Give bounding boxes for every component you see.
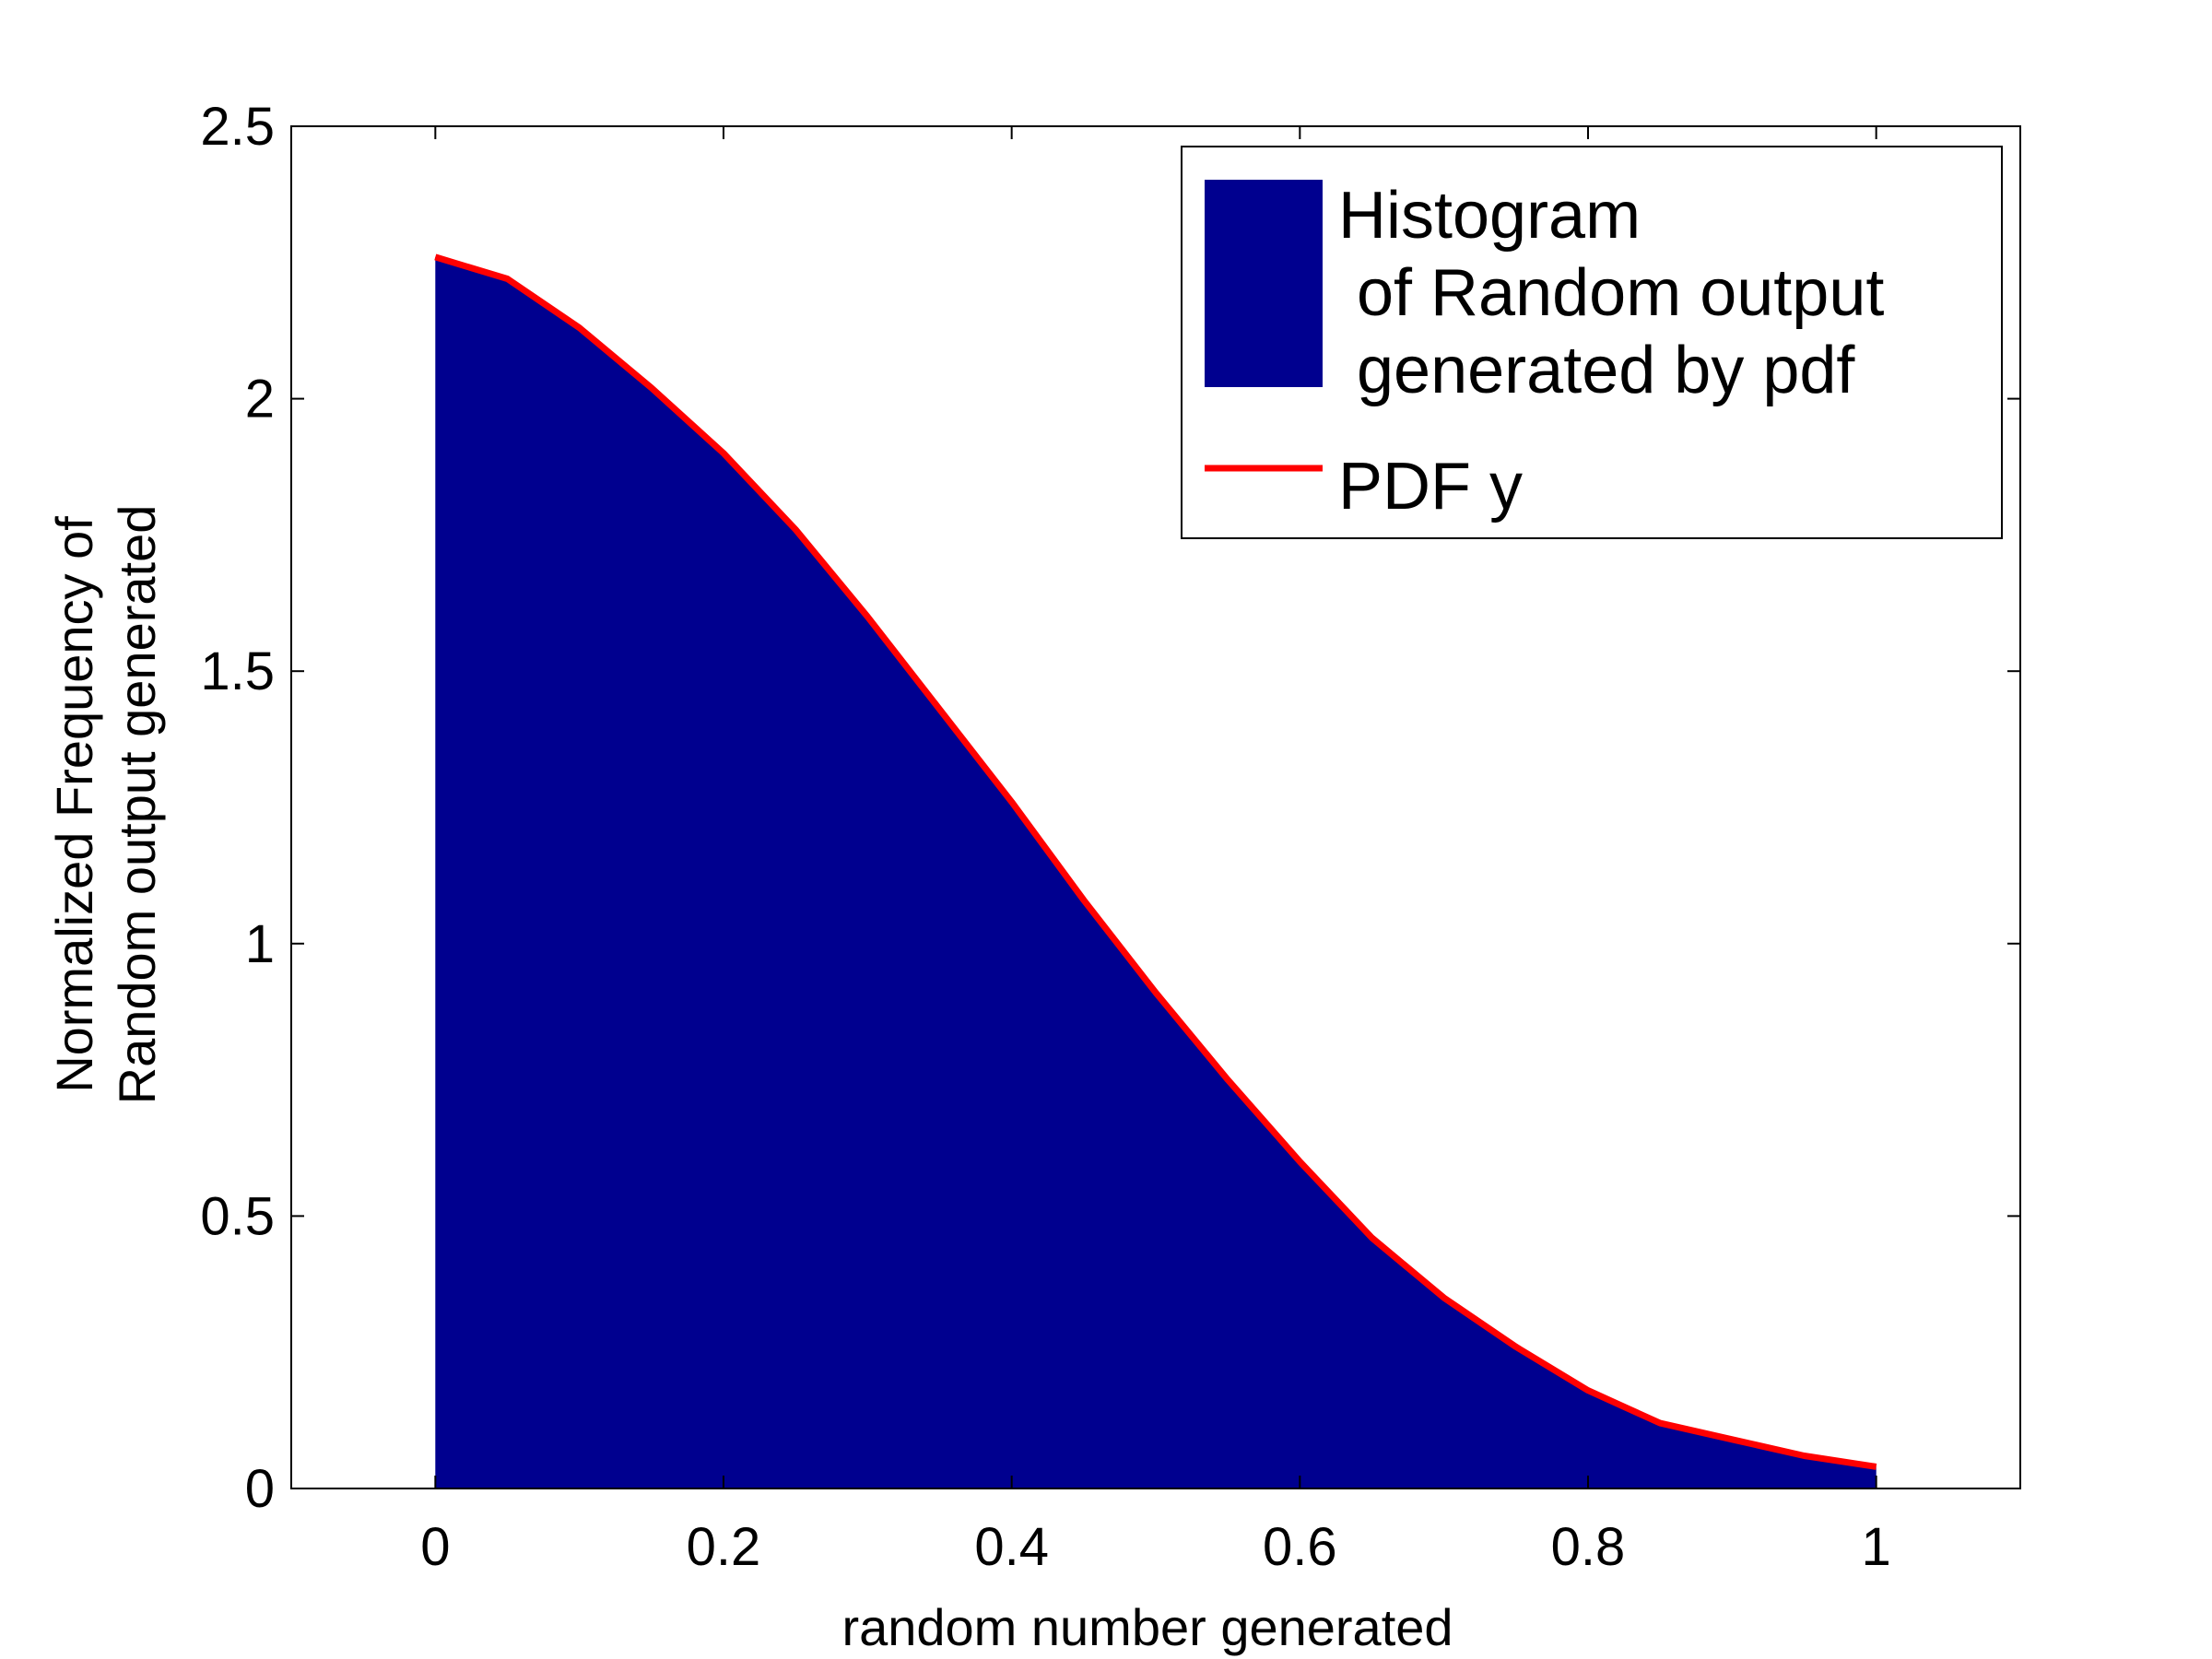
x-tick-label-5: 1 (1862, 1517, 1891, 1577)
y-axis-title-line-1: Normalized Frequency of (45, 516, 103, 1093)
histogram-area (435, 256, 1877, 1488)
legend-histogram-label-line-3: generated by pdf (1338, 334, 1855, 407)
x-tick-label-3: 0.6 (1263, 1517, 1337, 1577)
y-tick-label-3: 1.5 (200, 641, 275, 701)
x-tick-label-4: 0.8 (1551, 1517, 1626, 1577)
x-axis-ticks (434, 126, 1877, 1488)
legend-histogram-swatch (1205, 180, 1323, 387)
x-tick-label-1: 0.2 (687, 1517, 761, 1577)
legend: Histogram of Random output generated by … (1181, 146, 2003, 539)
y-tick-label-4: 2 (245, 370, 275, 429)
x-tick-label-0: 0 (420, 1517, 450, 1577)
x-axis-title: random number generated (841, 1598, 1453, 1656)
legend-pdf-label: PDF y (1338, 450, 1523, 524)
x-axis-tick-labels: 0 0.2 0.4 0.6 0.8 1 (420, 1517, 1891, 1577)
plot-frame (290, 125, 2021, 1489)
y-tick-label-2: 1 (245, 914, 275, 974)
y-tick-label-0: 0 (245, 1459, 275, 1519)
y-axis-tick-labels: 0 0.5 1 1.5 2 2.5 (200, 97, 275, 1519)
legend-histogram-label-line-2: of Random output (1338, 256, 1884, 330)
y-tick-label-5: 2.5 (200, 97, 275, 157)
x-tick-label-2: 0.4 (974, 1517, 1049, 1577)
y-axis-ticks (291, 125, 2020, 1489)
y-tick-label-1: 0.5 (200, 1186, 275, 1246)
legend-histogram-label-line-1: Histogram (1338, 179, 1641, 253)
pdf-line (434, 253, 1877, 1470)
plot-content (434, 253, 1877, 1488)
y-axis-title-line-2: Random output generated (108, 505, 166, 1105)
